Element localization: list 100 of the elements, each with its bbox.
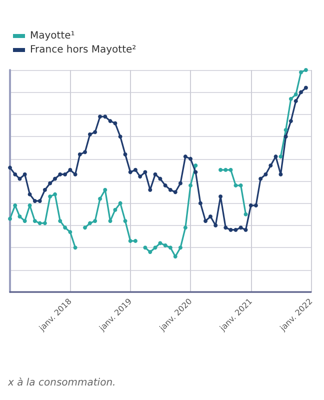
point [234, 228, 238, 232]
point [48, 194, 52, 199]
point [208, 214, 212, 219]
point [73, 172, 78, 176]
point [224, 226, 228, 230]
point [128, 238, 132, 243]
point [13, 172, 18, 176]
point [48, 181, 52, 186]
point [63, 172, 68, 176]
point [234, 183, 238, 188]
point [28, 203, 32, 208]
point [173, 190, 178, 194]
point [148, 188, 152, 192]
point [158, 241, 162, 246]
point [288, 96, 293, 101]
point [163, 183, 168, 188]
point [178, 181, 182, 186]
point [198, 201, 202, 206]
point [123, 152, 128, 156]
point [13, 203, 18, 208]
point [108, 119, 112, 124]
point [228, 168, 233, 172]
point [98, 196, 102, 201]
point [143, 170, 148, 174]
point [238, 226, 243, 230]
point [118, 134, 122, 139]
point [244, 212, 248, 216]
point [188, 156, 193, 161]
point [28, 192, 32, 196]
point [143, 246, 148, 250]
point [58, 172, 62, 176]
point [288, 119, 293, 124]
point [258, 176, 263, 181]
point [88, 132, 92, 136]
point [83, 226, 88, 230]
point [163, 243, 168, 248]
point [88, 221, 92, 226]
point [204, 218, 208, 223]
point [118, 201, 122, 206]
point [68, 168, 72, 172]
point [8, 166, 12, 170]
point [108, 218, 112, 223]
point [304, 68, 308, 72]
point [58, 218, 62, 223]
point [63, 226, 68, 230]
point [123, 218, 128, 223]
point [73, 246, 78, 250]
point [298, 70, 303, 74]
point [38, 198, 42, 203]
legend-label: Mayotte¹ [30, 30, 75, 42]
point [284, 134, 288, 139]
point [38, 221, 42, 226]
point [183, 226, 188, 230]
text: x à la consommation. [7, 378, 116, 388]
point [83, 150, 88, 154]
point [224, 168, 228, 172]
point [214, 223, 218, 228]
point [133, 168, 138, 172]
point [78, 152, 82, 156]
point [298, 90, 303, 94]
point [254, 203, 258, 208]
point [22, 218, 27, 223]
point [158, 176, 162, 181]
point [42, 221, 47, 226]
point [93, 218, 98, 223]
point [268, 163, 273, 168]
point [113, 208, 118, 212]
point [173, 254, 178, 258]
point [148, 250, 152, 254]
point [153, 246, 158, 250]
point [278, 172, 283, 176]
point [98, 114, 102, 119]
point [113, 121, 118, 126]
point [244, 228, 248, 232]
point [194, 170, 198, 174]
point [103, 188, 108, 192]
point [153, 172, 158, 176]
legend-label: France hors Mayotte² [30, 44, 136, 56]
point [128, 170, 132, 174]
point [168, 246, 172, 250]
point [194, 163, 198, 168]
point [93, 130, 98, 134]
point [53, 192, 58, 196]
point [18, 176, 22, 181]
point [294, 92, 298, 96]
point [304, 86, 308, 90]
point [264, 172, 268, 176]
point [168, 188, 172, 192]
point [218, 168, 223, 172]
point [183, 154, 188, 159]
point [178, 246, 182, 250]
point [53, 176, 58, 181]
point [42, 188, 47, 192]
point [188, 183, 193, 188]
point [238, 183, 243, 188]
point [284, 128, 288, 132]
point [133, 238, 138, 243]
point [32, 218, 37, 223]
point [103, 114, 108, 119]
point [32, 198, 37, 203]
